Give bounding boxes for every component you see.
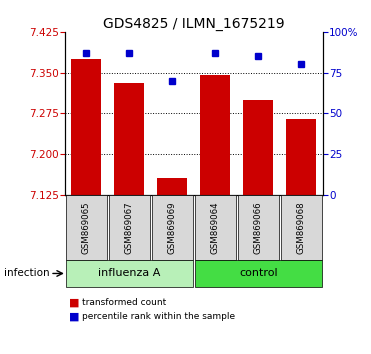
Bar: [286, 119, 316, 195]
Text: percentile rank within the sample: percentile rank within the sample: [82, 312, 235, 321]
Bar: [114, 84, 144, 195]
Text: GSM869067: GSM869067: [125, 201, 134, 254]
Bar: [243, 100, 273, 195]
Bar: [200, 75, 230, 195]
Text: control: control: [239, 268, 278, 279]
Title: GDS4825 / ILMN_1675219: GDS4825 / ILMN_1675219: [103, 17, 285, 31]
Text: infection: infection: [4, 268, 49, 279]
Text: GSM869068: GSM869068: [297, 201, 306, 254]
Bar: [157, 178, 187, 195]
Text: GSM869064: GSM869064: [211, 201, 220, 254]
Text: GSM869069: GSM869069: [168, 201, 177, 254]
Text: GSM869065: GSM869065: [82, 201, 91, 254]
Text: influenza A: influenza A: [98, 268, 161, 279]
Text: transformed count: transformed count: [82, 298, 166, 307]
Text: ■: ■: [69, 312, 79, 322]
Text: ■: ■: [69, 298, 79, 308]
Text: GSM869066: GSM869066: [254, 201, 263, 254]
Bar: [71, 59, 101, 195]
